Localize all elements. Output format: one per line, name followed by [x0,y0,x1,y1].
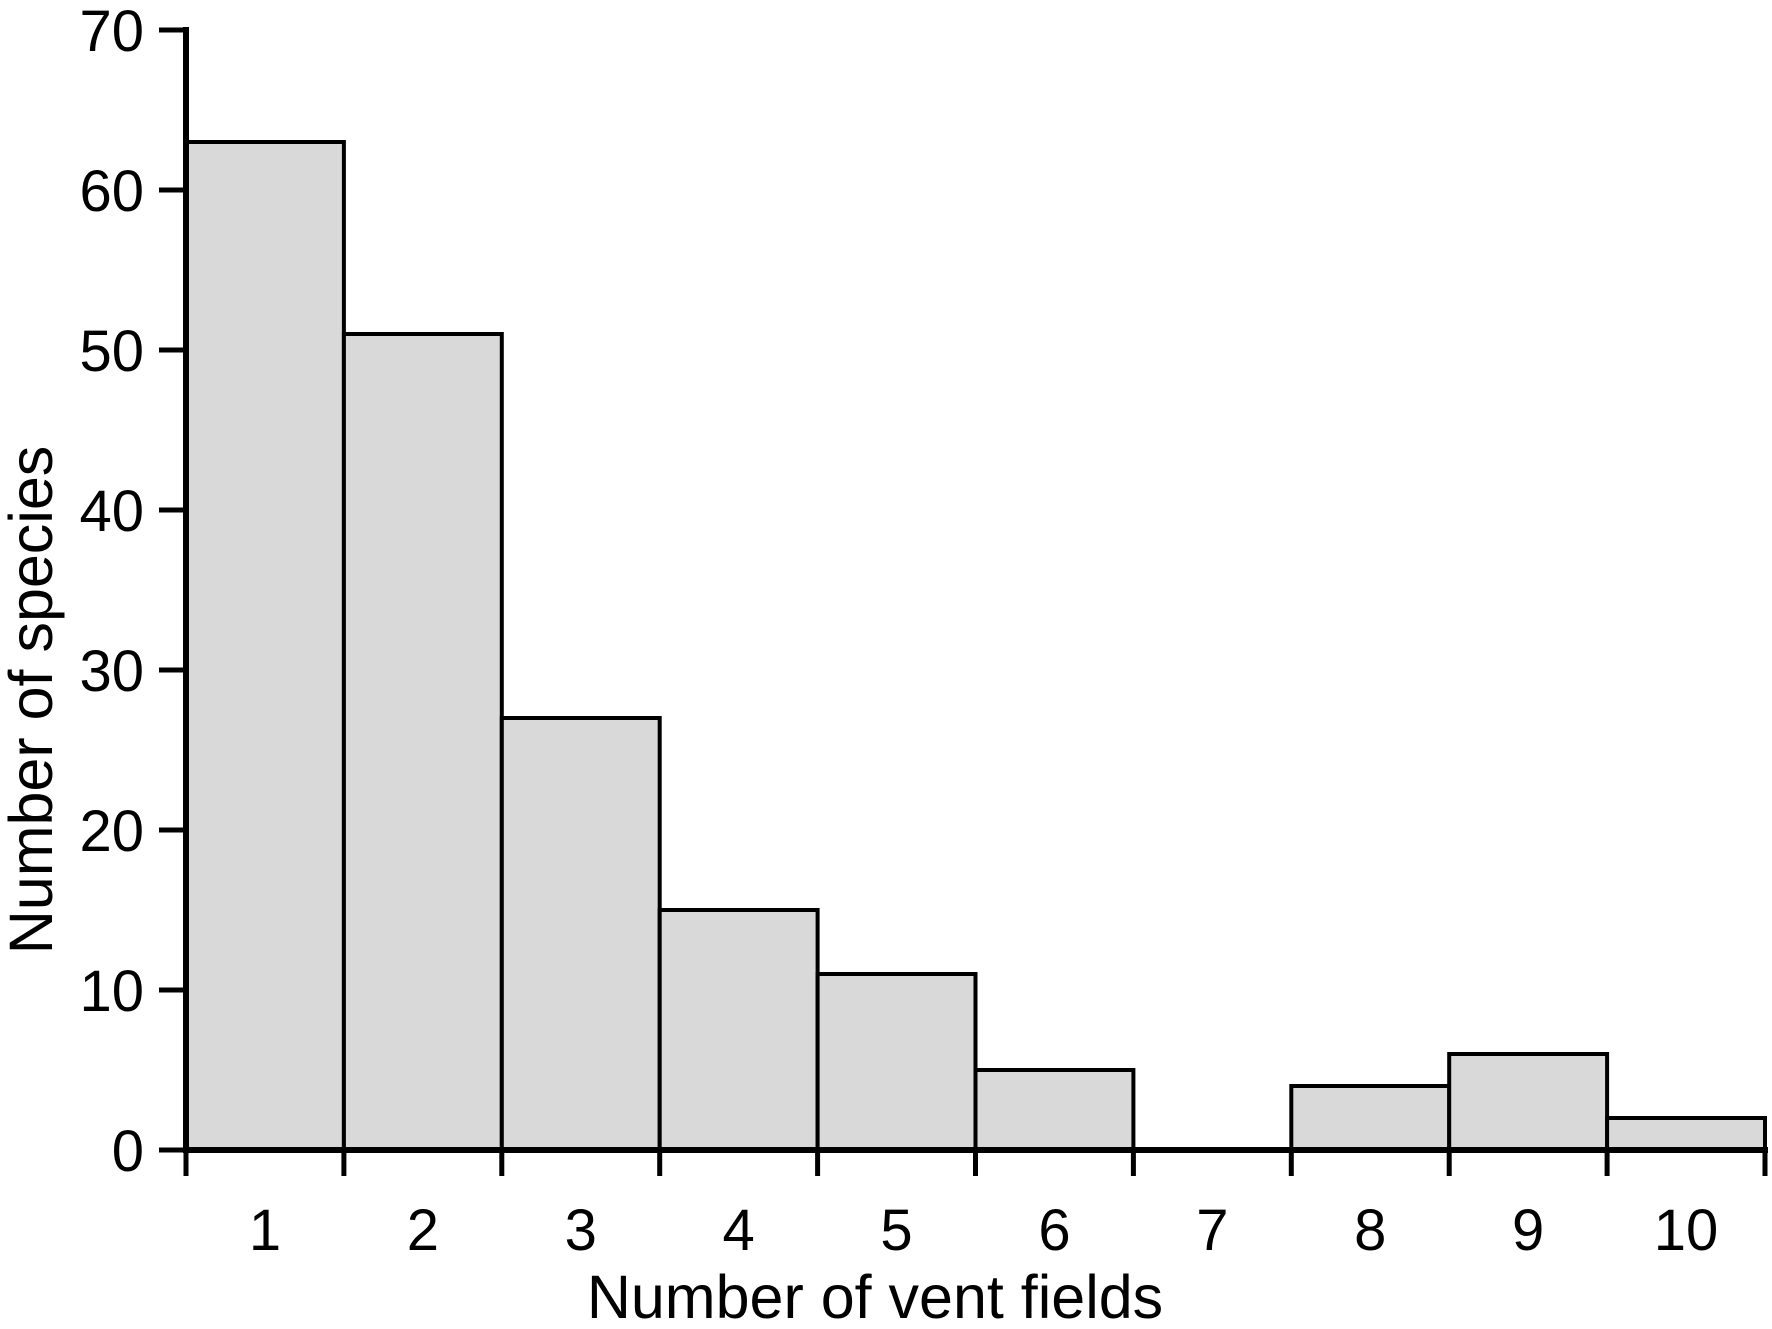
bar-9 [1447,1052,1610,1152]
x-tick-label: 9 [1512,1198,1544,1263]
bar-6 [973,1068,1136,1152]
x-tick-label: 7 [1196,1198,1228,1263]
x-tick-label: 8 [1354,1198,1386,1263]
y-tick-label: 20 [79,799,144,864]
bar-10 [1605,1116,1767,1152]
x-tick-label: 10 [1654,1198,1719,1263]
x-tick-label: 5 [880,1198,912,1263]
x-tick-label: 4 [723,1198,755,1263]
y-tick-label: 50 [79,319,144,384]
x-axis-title: Number of vent fields [587,1263,1163,1329]
bars-group [184,140,1767,1152]
y-tick-label: 30 [79,639,144,704]
x-tick-label: 6 [1038,1198,1070,1263]
bar-4 [657,908,820,1152]
y-tick-label: 0 [112,1119,144,1184]
y-axis-title: Number of species [0,446,65,955]
bar-1 [184,140,346,1152]
x-tick-label: 3 [565,1198,597,1263]
x-tick-label: 2 [407,1198,439,1263]
bar-2 [341,332,504,1152]
y-tick-label: 40 [79,479,144,544]
y-tick-label: 70 [79,0,144,64]
ticks-group [159,27,1768,1176]
y-tick-label: 10 [79,959,144,1024]
y-tick-label: 60 [79,159,144,224]
bar-5 [815,972,978,1152]
bar-3 [499,716,662,1152]
tick-labels-group: 0 10 20 30 40 50 60 70 1 2 3 4 5 6 7 8 9 10 [79,0,1718,1263]
x-tick-label: 1 [249,1198,281,1263]
bar-8 [1289,1084,1452,1152]
